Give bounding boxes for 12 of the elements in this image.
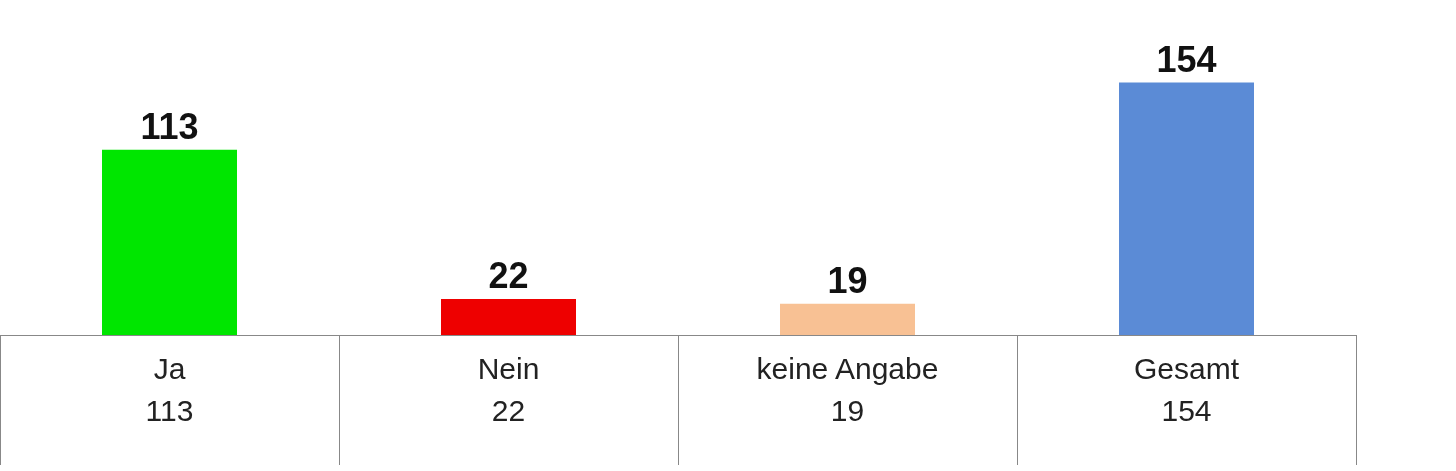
x-tick-label: Nein 22 (477, 351, 540, 427)
data-label: 113 (140, 106, 199, 148)
bar (780, 303, 915, 335)
bar (102, 149, 237, 335)
bar (1119, 82, 1254, 335)
x-tick-label: keine Angabe 19 (756, 351, 939, 427)
data-label: 22 (488, 255, 529, 297)
bar (441, 298, 576, 335)
x-tick-label: Gesamt 154 (1133, 351, 1240, 427)
data-label: 154 (1156, 39, 1217, 81)
data-label: 19 (827, 260, 868, 302)
x-tick-label: Ja 113 (145, 351, 194, 427)
